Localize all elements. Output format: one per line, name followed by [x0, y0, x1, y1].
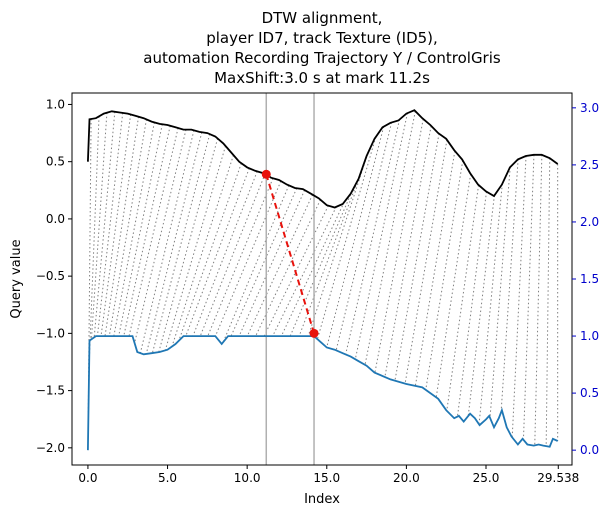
alignment-line [88, 116, 100, 363]
y-tick-label: −0.5 [36, 269, 65, 283]
y2-tick-label: 2.0 [580, 215, 599, 229]
alignment-line [272, 206, 337, 337]
y-axis-right: 3.0 2.5 2.0 1.5 1.0 0.5 0.0 [572, 101, 599, 457]
highlight-point-reference [309, 328, 319, 338]
alignment-line [326, 126, 385, 348]
alignment-line [222, 185, 290, 343]
alignment-line [384, 125, 432, 378]
alignment-line [145, 132, 203, 355]
x-axis-label: Index [304, 492, 340, 507]
y-tick-label: 0.5 [46, 155, 65, 169]
alignment-line [139, 130, 195, 354]
y-tick-label: 1.0 [46, 97, 65, 111]
y2-tick-label: 0.0 [580, 443, 599, 457]
x-tick-label: 20.0 [393, 471, 420, 485]
y2-tick-label: 0.5 [580, 386, 599, 400]
alignment-line [414, 150, 456, 386]
alignment-line [123, 125, 171, 337]
x-tick-label: 5.0 [158, 471, 177, 485]
alignment-line [230, 188, 298, 337]
x-tick-label: 15.0 [313, 471, 340, 485]
alignment-line [345, 119, 401, 355]
highlight-pair [261, 169, 319, 338]
x-tick-label: 0.0 [78, 471, 97, 485]
y-axis-label: Query value [9, 239, 24, 318]
alignment-line [185, 168, 250, 337]
alignment-line [171, 154, 234, 347]
chart-title-line: MaxShift:3.0 s at mark 11.2s [214, 69, 430, 87]
y-tick-label: −2.0 [36, 441, 65, 455]
alignment-line [96, 112, 124, 337]
alignment-line [456, 191, 487, 417]
highlight-point-query [261, 169, 271, 179]
alignment-lines [87, 111, 559, 451]
alignment-line [374, 118, 424, 373]
alignment-line [522, 154, 535, 440]
alignment-line [364, 111, 416, 365]
series [87, 109, 559, 451]
alignment-line [511, 155, 527, 438]
alignment-line [425, 160, 464, 390]
alignment-line [500, 159, 519, 413]
plot-frame [71, 92, 573, 466]
alignment-line [108, 119, 147, 337]
alignment-line [404, 139, 448, 384]
highlight-link [265, 173, 315, 334]
y2-tick-label: 2.5 [580, 158, 599, 172]
y2-tick-label: 1.0 [580, 329, 599, 343]
alignment-line [316, 136, 377, 340]
alignment-line [335, 122, 393, 351]
alignment-line [394, 133, 440, 381]
alignment-line [158, 138, 219, 353]
y-axis-left: 1.0 0.5 0.0 −0.5 −1.0 −1.5 −2.0 [36, 97, 72, 455]
x-axis: 0.0 5.0 10.0 15.0 20.0 25.0 29.538 [78, 465, 579, 485]
alignment-line [192, 171, 258, 337]
alignment-line [90, 112, 108, 340]
alignment-line [255, 199, 321, 337]
alignment-line [280, 201, 345, 337]
y-tick-label: 0.0 [46, 212, 65, 226]
chart-title-line: automation Recording Trajectory Y / Cont… [143, 49, 501, 67]
y-tick-label: −1.5 [36, 384, 65, 398]
alignment-line [100, 114, 132, 337]
mark-lines [265, 93, 315, 465]
alignment-line [118, 124, 163, 337]
alignment-line [151, 133, 211, 354]
alignment-line [214, 180, 282, 337]
alignment-line [545, 158, 551, 447]
x-tick-label: 10.0 [234, 471, 261, 485]
chart-title-line: DTW alignment, [262, 9, 383, 27]
alignment-line [298, 174, 361, 337]
y2-tick-label: 3.0 [580, 101, 599, 115]
alignment-line [534, 154, 543, 446]
reference-series-line [87, 335, 559, 451]
alignment-line [307, 153, 369, 337]
alignment-line [178, 163, 242, 341]
x-tick-label: 25.0 [473, 471, 500, 485]
y2-tick-label: 1.5 [580, 272, 599, 286]
query-series-line [87, 109, 559, 209]
alignment-line [113, 122, 155, 337]
x-tick-label: 29.538 [537, 471, 579, 485]
y-tick-label: −1.0 [36, 326, 65, 340]
alignment-line [354, 113, 408, 360]
alignment-line [104, 116, 140, 337]
alignment-line [128, 127, 179, 337]
alignment-line [93, 111, 116, 338]
alignment-line [478, 183, 503, 425]
alignment-line [238, 189, 306, 337]
alignment-line [134, 129, 187, 344]
alignment-line [435, 173, 472, 398]
alignment-line [207, 178, 274, 337]
chart-title-line: player ID7, track Texture (ID5), [206, 29, 438, 47]
alignment-line [199, 173, 266, 337]
alignment-line [467, 195, 495, 417]
chart-title: DTW alignment, player ID7, track Texture … [143, 9, 501, 87]
